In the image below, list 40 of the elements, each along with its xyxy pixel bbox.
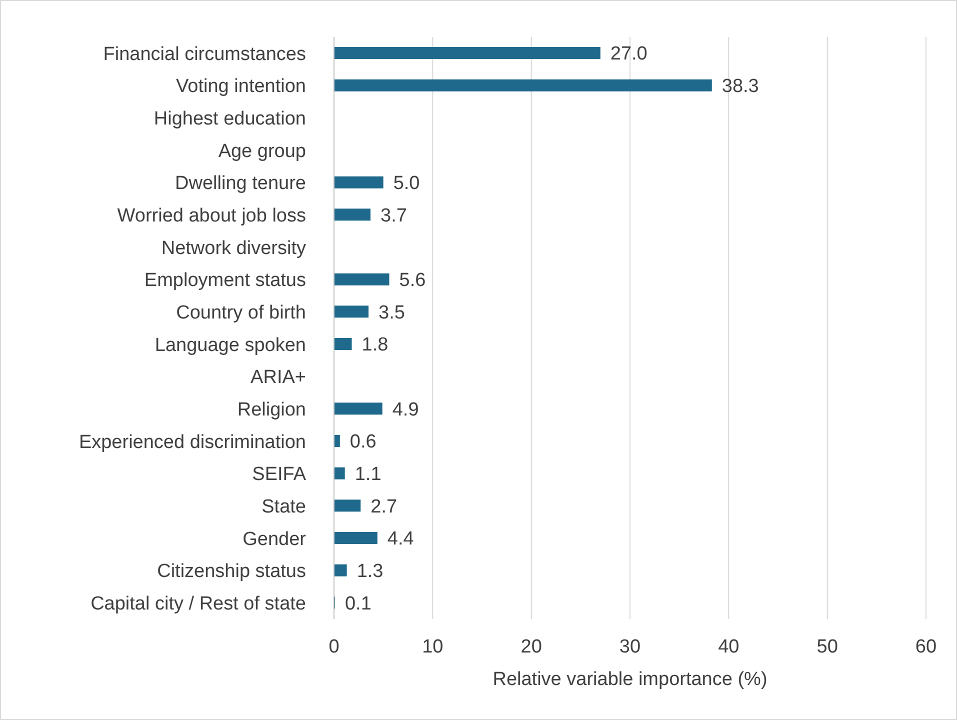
y-tick-label: Country of birth (176, 302, 306, 324)
y-tick-label: Network diversity (161, 238, 306, 259)
y-tick-label: Experienced discrimination (78, 432, 306, 453)
x-tick-label: 60 (915, 636, 937, 658)
y-tick-label: Voting intention (176, 76, 306, 98)
y-tick-label: Worried about job loss (117, 206, 306, 227)
y-tick-label: Capital city / Rest of state (90, 594, 306, 615)
data-label: 3.5 (378, 302, 405, 324)
x-tick-label: 20 (520, 636, 542, 658)
data-label: 5.0 (393, 173, 420, 194)
y-tick-label: Age group (218, 140, 306, 162)
data-label: 38.3 (722, 76, 759, 98)
data-label: 0.1 (344, 593, 372, 614)
data-label: 27.0 (610, 44, 648, 65)
data-label: 3.7 (380, 205, 407, 226)
data-label: 4.4 (387, 528, 414, 550)
data-label: 2.7 (370, 496, 398, 518)
x-tick-label: 10 (422, 636, 444, 658)
data-label: 1.3 (356, 561, 384, 582)
data-label: 0.6 (350, 432, 376, 453)
y-tick-label: ARIA+ (250, 367, 306, 388)
x-tick-label: 0 (328, 636, 340, 658)
y-tick-label: Citizenship status (157, 561, 306, 582)
y-tick-label: Financial circumstances (103, 44, 306, 65)
x-tick-label: 50 (816, 636, 838, 658)
x-tick-label: 30 (619, 636, 641, 658)
y-tick-label: Gender (242, 528, 307, 550)
y-tick-label: Language spoken (154, 334, 306, 356)
y-tick-label: Employment status (144, 270, 306, 292)
y-tick-label: State (262, 496, 306, 518)
y-tick-label: Highest education (154, 108, 306, 130)
y-tick-label: SEIFA (252, 464, 306, 486)
y-tick-label: Religion (237, 400, 306, 421)
data-label: 4.9 (392, 399, 419, 420)
x-axis-title: Relative variable importance (%) (492, 669, 768, 690)
data-label: 1.8 (362, 334, 388, 356)
y-tick-label: Dwelling tenure (175, 173, 306, 194)
x-tick-label: 40 (718, 636, 740, 658)
data-label: 5.6 (399, 270, 426, 292)
data-label: 1.1 (354, 464, 382, 486)
